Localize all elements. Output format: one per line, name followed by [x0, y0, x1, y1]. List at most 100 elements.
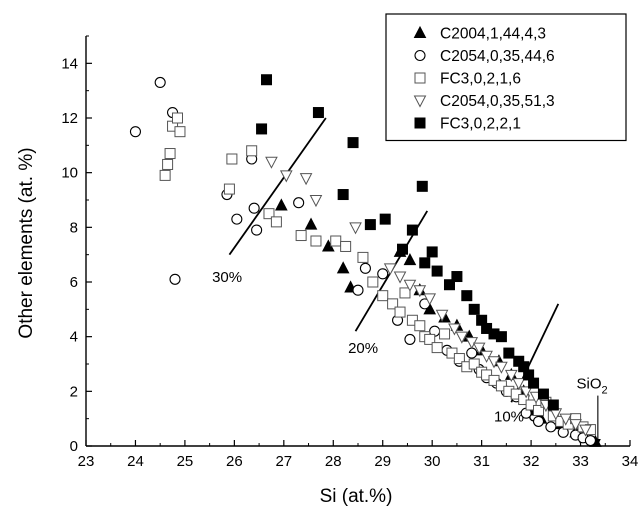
data-point — [256, 123, 268, 135]
data-point — [263, 208, 275, 220]
data-point — [403, 279, 417, 292]
y-tick-label: 2 — [70, 383, 78, 400]
data-point — [299, 173, 313, 186]
data-point — [413, 285, 427, 298]
data-point — [584, 434, 596, 447]
data-point — [295, 230, 307, 242]
legend-marker — [413, 25, 427, 38]
data-point — [367, 276, 379, 288]
x-tick-label: 26 — [226, 453, 243, 470]
data-point — [393, 271, 407, 284]
data-point — [377, 290, 389, 302]
data-point — [426, 246, 438, 258]
data-point — [455, 331, 469, 344]
x-tick-label: 34 — [622, 453, 639, 470]
data-point — [387, 298, 399, 310]
y-axis: 0 2 4 6 8 10 12 14 — [61, 35, 92, 455]
data-point — [424, 333, 436, 345]
sio2-label: SiO2 — [577, 376, 608, 397]
data-point — [379, 213, 391, 225]
data-point — [347, 137, 359, 149]
data-point — [559, 413, 573, 426]
annotation-line — [228, 117, 327, 256]
data-point — [512, 378, 526, 391]
data-point — [495, 331, 507, 343]
data-point — [226, 153, 238, 165]
x-tick-label: 32 — [523, 453, 540, 470]
data-point — [466, 347, 478, 359]
data-point — [416, 180, 428, 192]
data-point — [403, 253, 417, 266]
legend-label: FC3,0,2,2,1 — [440, 116, 521, 133]
x-axis-title: Si (at.%) — [320, 486, 393, 507]
data-point — [304, 217, 318, 230]
data-point — [337, 189, 349, 201]
data-point — [352, 284, 364, 296]
data-point — [397, 243, 409, 255]
data-point — [419, 257, 431, 269]
data-point — [330, 235, 342, 247]
data-point — [472, 342, 486, 355]
data-point — [265, 156, 278, 169]
data-point — [154, 76, 166, 89]
data-point — [159, 169, 171, 181]
data-point — [547, 399, 559, 411]
data-point — [545, 421, 557, 433]
x-axis: 23 24 25 26 27 28 29 30 31 32 33 34 — [78, 440, 639, 470]
data-point — [293, 197, 305, 209]
series-5 — [256, 74, 559, 411]
x-tick-label: 29 — [374, 453, 391, 470]
data-point — [169, 273, 181, 285]
data-point — [451, 271, 463, 283]
y-tick-label: 6 — [70, 274, 78, 291]
data-point — [279, 170, 293, 183]
data-point — [246, 145, 258, 157]
series-4 — [265, 156, 592, 437]
data-point — [364, 219, 376, 231]
legend-marker — [414, 117, 426, 129]
data-point — [357, 251, 369, 263]
legend-marker — [413, 95, 427, 108]
legend-label: C2054,0,35,51,3 — [440, 93, 555, 110]
annotation-label: 20% — [348, 340, 378, 357]
y-tick-label: 12 — [61, 110, 78, 127]
data-point — [164, 148, 176, 160]
legend-marker — [414, 49, 426, 62]
data-point — [275, 198, 288, 211]
legend-label: C2054,0,35,44,6 — [440, 48, 555, 65]
data-point — [439, 328, 451, 340]
data-point — [162, 158, 174, 170]
legend-label: FC3,0,2,1,6 — [440, 71, 521, 88]
x-tick-label: 30 — [424, 453, 441, 470]
data-point — [423, 293, 437, 306]
data-point — [519, 386, 533, 399]
data-point — [569, 419, 582, 432]
data-point — [406, 224, 418, 236]
x-tick-label: 28 — [325, 453, 342, 470]
legend-label: C2004,1,44,4,3 — [440, 26, 546, 43]
data-point — [504, 369, 518, 383]
data-point — [579, 424, 592, 437]
legend: C2004,1,44,4,3 C2054,0,35,44,6 FC3,0,2,1,6… — [385, 13, 627, 142]
data-point — [495, 361, 508, 374]
data-points — [129, 74, 602, 447]
y-axis-title: Other elements (at. %) — [16, 147, 37, 338]
data-point — [448, 323, 461, 336]
data-point — [528, 377, 540, 389]
y-tick-label: 4 — [70, 329, 78, 346]
data-point — [532, 415, 545, 427]
data-point — [223, 183, 235, 195]
x-tick-label: 27 — [275, 453, 292, 470]
x-tick-label: 31 — [473, 453, 490, 470]
y-tick-label: 14 — [61, 55, 78, 72]
data-point — [431, 342, 443, 354]
y-tick-label: 0 — [70, 438, 78, 455]
data-point — [261, 74, 273, 86]
data-point — [270, 216, 282, 228]
data-point — [383, 263, 397, 276]
data-point — [503, 347, 515, 359]
data-point — [174, 126, 186, 138]
data-point — [537, 388, 549, 400]
